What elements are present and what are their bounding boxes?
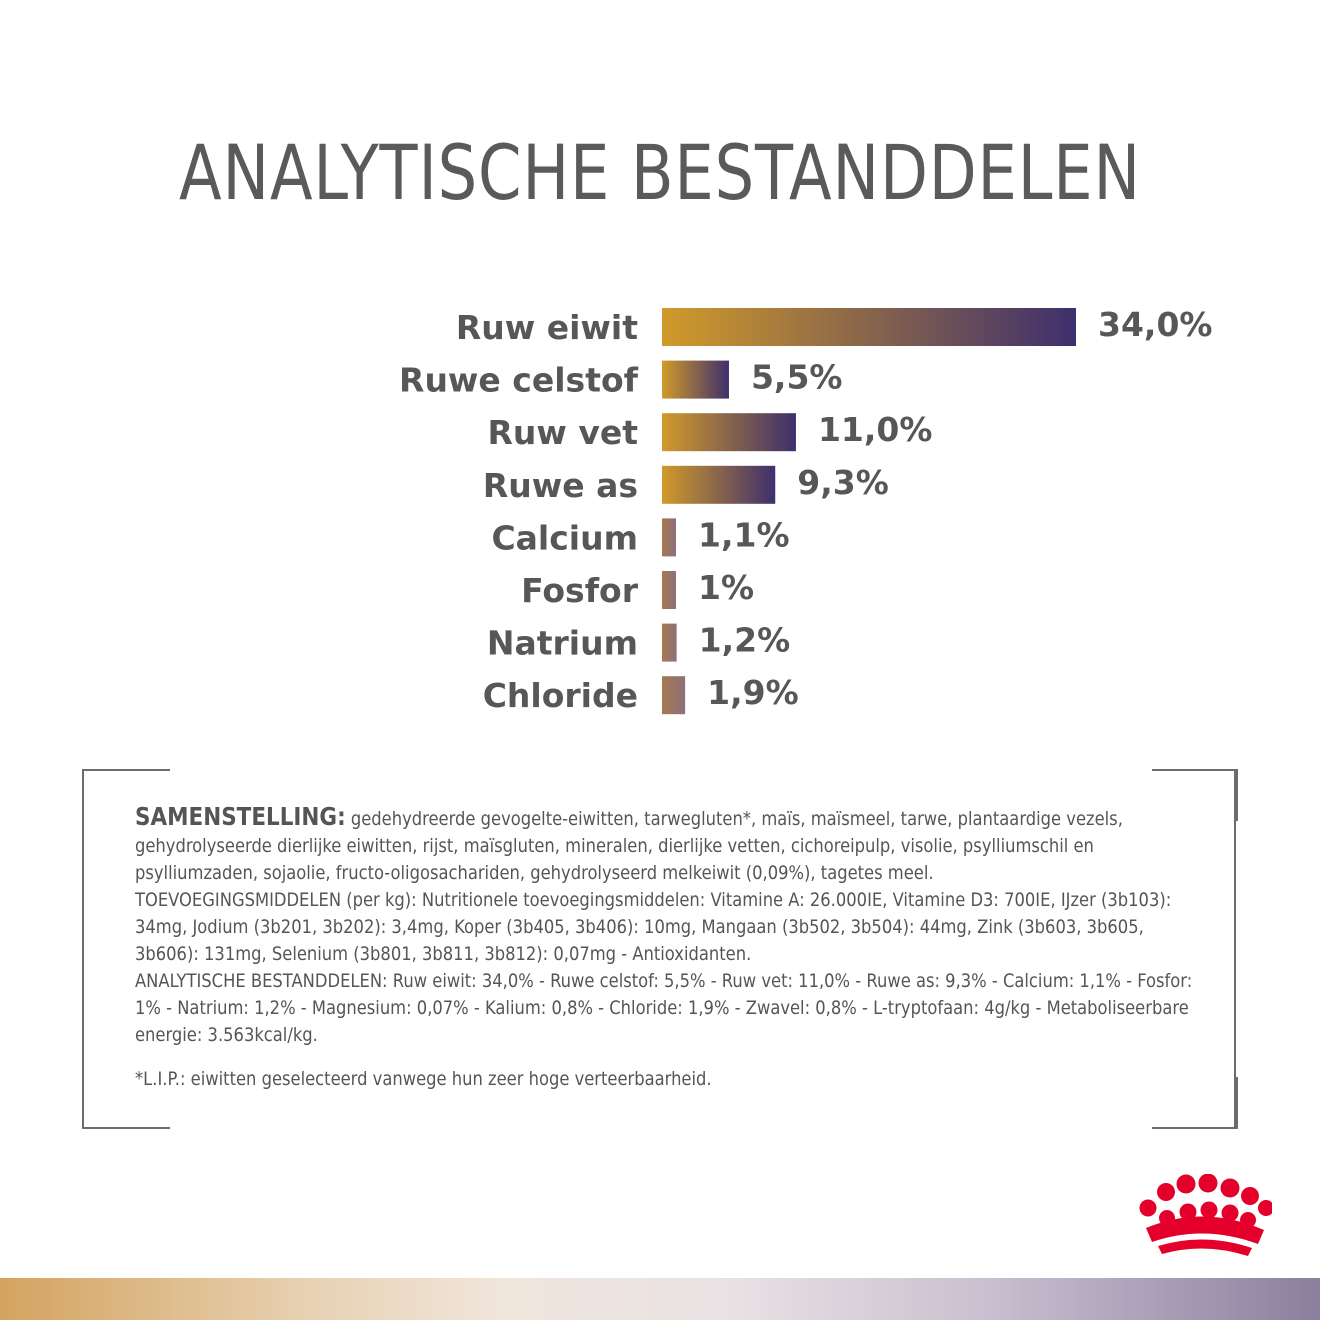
composition-text: SAMENSTELLING: gedehydreerde gevogelte-e…	[135, 803, 1193, 1093]
bar	[662, 518, 676, 557]
page-title: ANALYTISCHE BESTANDDELEN	[179, 128, 1141, 217]
bottom-gradient-band	[0, 1278, 1320, 1320]
bar	[662, 676, 686, 715]
additives-text: TOEVOEGINGSMIDDELEN (per kg): Nutritione…	[135, 889, 1172, 965]
bar	[662, 413, 796, 452]
value-label: 1,2%	[699, 621, 791, 660]
bar	[662, 571, 676, 609]
frame-corner-top-left	[82, 769, 170, 821]
ingredients-text: gedehydreerde gevogelte-eiwitten, tarweg…	[135, 808, 1123, 884]
category-label: Ruwe celstof	[399, 361, 639, 400]
frame-left-line	[82, 769, 84, 1129]
frame-corner-bottom-right	[1152, 1077, 1238, 1129]
frame-corner-bottom-left	[82, 1077, 170, 1129]
ingredients-paragraph: SAMENSTELLING: gedehydreerde gevogelte-e…	[135, 803, 1193, 887]
bar	[662, 465, 776, 504]
category-label: Calcium	[491, 518, 638, 557]
composition-heading: SAMENSTELLING:	[135, 802, 346, 831]
category-label: Ruw eiwit	[456, 308, 638, 347]
value-label: 1,9%	[707, 673, 799, 712]
category-label: Chloride	[483, 676, 638, 715]
bar	[662, 623, 677, 662]
royal-canin-crown-icon	[1139, 1174, 1272, 1256]
value-label: 5,5%	[751, 358, 843, 397]
category-label: Ruwe as	[483, 466, 638, 505]
value-label: 9,3%	[797, 463, 889, 502]
category-label: Ruw vet	[487, 413, 638, 452]
bar	[662, 308, 1076, 346]
frame-corner-top-right	[1152, 769, 1238, 821]
category-label: Fosfor	[521, 571, 639, 610]
bar	[662, 360, 729, 399]
value-label: 34,0%	[1098, 305, 1213, 344]
category-label: Natrium	[487, 624, 638, 663]
footnote-text: *L.I.P.: eiwitten geselecteerd vanwege h…	[135, 1068, 712, 1090]
value-label: 11,0%	[818, 410, 933, 449]
value-label: 1,1%	[698, 515, 790, 554]
nutrient-bar-chart: Ruw eiwit 34,0% Ruwe celstof 5,5% Ruw vet 11,…	[399, 305, 1213, 715]
frame-right-line	[1234, 769, 1236, 1129]
value-label: 1%	[698, 568, 754, 607]
analysis-text: ANALYTISCHE BESTANDDELEN: Ruw eiwit: 34,…	[135, 970, 1193, 1046]
